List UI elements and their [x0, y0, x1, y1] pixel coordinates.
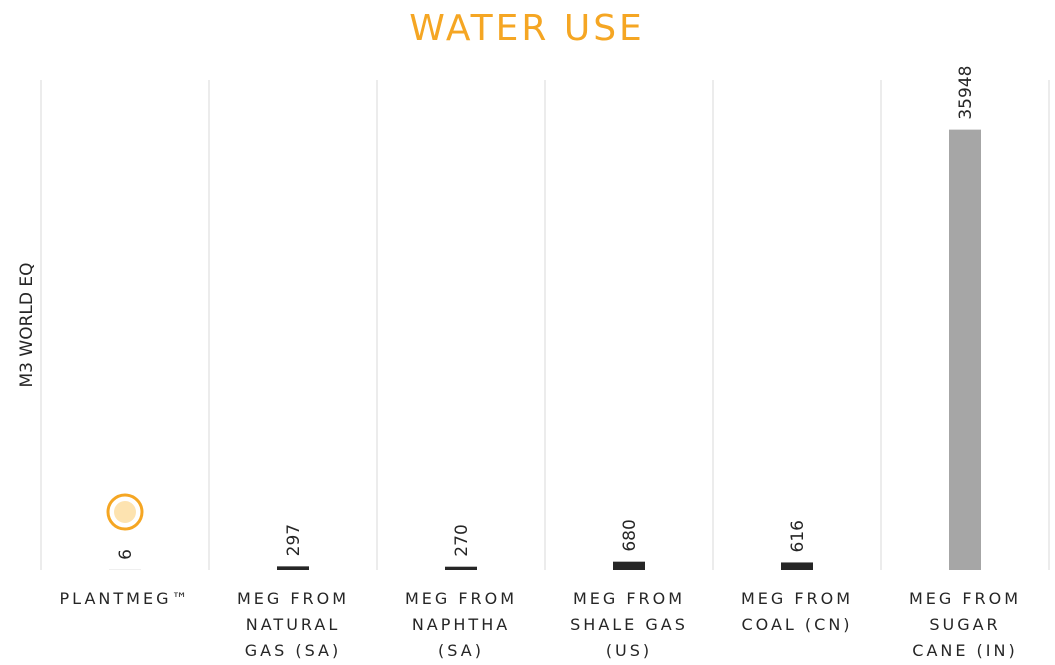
bar — [781, 562, 813, 570]
value-label: 680 — [620, 519, 640, 551]
value-label: 35948 — [956, 66, 976, 120]
chart-title: WATER USE — [409, 8, 645, 49]
x-tick-label: MEG FROM NAPHTHA (SA) — [404, 589, 518, 660]
logo — [106, 493, 144, 531]
x-tick-label: MEG FROM SUGAR CANE (IN) — [908, 589, 1022, 660]
x-tick-label: MEG FROM SHALE GAS (US) — [570, 589, 688, 660]
value-label: 6 — [116, 549, 136, 560]
value-label: 270 — [452, 524, 472, 556]
x-tick-label: PLANTMEG™ — [59, 589, 191, 608]
bar — [445, 566, 477, 570]
x-tick-label: MEG FROM COAL (CN) — [740, 589, 854, 634]
value-label: 616 — [788, 520, 808, 552]
value-label: 297 — [284, 524, 304, 556]
logo-ring — [106, 493, 144, 531]
bar — [613, 561, 645, 570]
x-tick-label: MEG FROM NATURAL GAS (SA) — [236, 589, 350, 660]
logo-core — [114, 501, 136, 523]
y-axis-label: M3 WORLD EQ — [17, 263, 37, 388]
bar — [277, 566, 309, 570]
bar — [949, 129, 981, 570]
